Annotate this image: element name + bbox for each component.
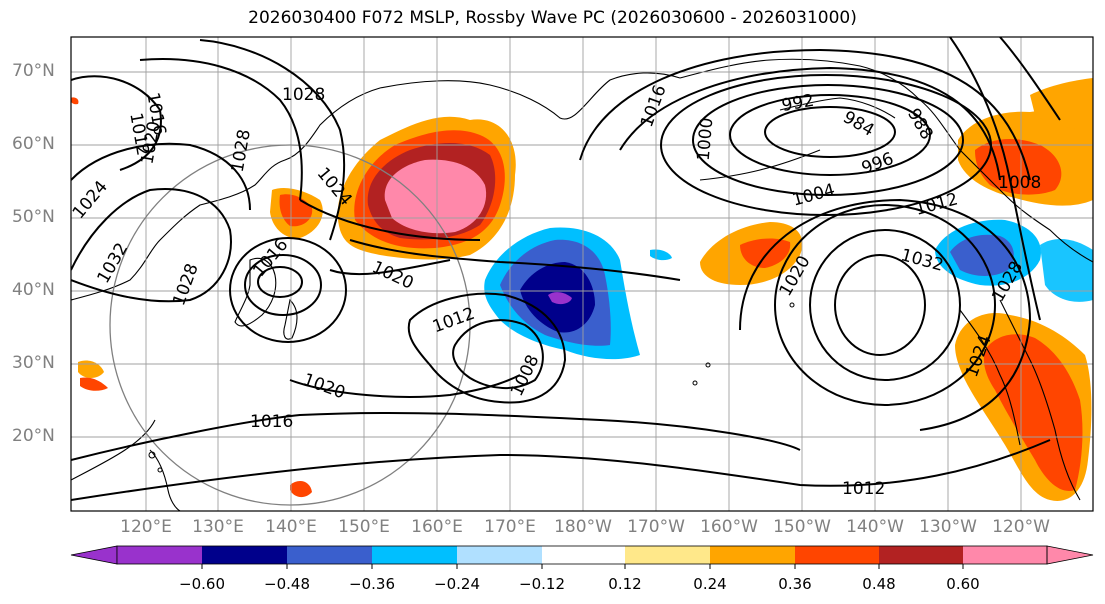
longitude-label: 120°W (992, 517, 1050, 537)
longitude-label: 170°E (484, 517, 536, 537)
colorbar-tick-label: −0.60 (179, 575, 225, 593)
colorbar-tick-label: 0.36 (778, 575, 812, 593)
coastlines (71, 58, 1093, 511)
latitude-label: 20°N (12, 426, 55, 446)
longitude-label: 160°E (411, 517, 463, 537)
latitude-label: 50°N (12, 207, 55, 227)
colorbar-swatch (457, 546, 542, 564)
colorbar-swatch (625, 546, 710, 564)
longitude-label: 140°E (265, 517, 317, 537)
longitude-label: 130°W (919, 517, 977, 537)
longitude-label: 170°W (627, 517, 685, 537)
isobars (71, 37, 1061, 501)
colorbar-tick-label: −0.24 (434, 575, 480, 593)
longitude-label: 130°E (192, 517, 244, 537)
longitude-label: 150°W (773, 517, 831, 537)
latitude-label: 70°N (12, 61, 55, 81)
longitude-label: 140°W (846, 517, 904, 537)
isobar-label: 1000 (694, 117, 718, 162)
latitude-label: 30°N (12, 353, 55, 373)
colorbar-swatch (202, 546, 287, 564)
great-circle (109, 144, 471, 506)
isobar-label: 1028 (282, 85, 325, 105)
longitude-label: 180°W (554, 517, 612, 537)
colorbar-tick-label: −0.36 (349, 575, 395, 593)
longitude-label: 160°W (700, 517, 758, 537)
islands (148, 302, 795, 473)
map-title: 2026030400 F072 MSLP, Rossby Wave PC (20… (248, 8, 857, 28)
isobar-label: 1012 (842, 479, 885, 499)
colorbar-swatch (117, 546, 202, 564)
colorbar-tick-label: 0.48 (862, 575, 896, 593)
colorbar-max-extension (1046, 545, 1094, 565)
colorbar-swatch (372, 546, 457, 564)
latitude-label: 60°N (12, 134, 55, 154)
colorbar-swatch (795, 546, 879, 564)
latitude-label: 40°N (12, 280, 55, 300)
colorbar-tick-label: 0.60 (946, 575, 980, 593)
colorbar-frame (116, 545, 1048, 565)
colorbar-swatch (287, 546, 372, 564)
isobar-label: 1008 (998, 173, 1041, 193)
longitude-label: 150°E (338, 517, 390, 537)
colorbar-swatch (710, 546, 795, 564)
colorbar (70, 545, 1094, 569)
map-frame (70, 36, 1094, 512)
colorbar-swatch (879, 546, 963, 564)
isobar-label: 1016 (250, 412, 293, 432)
colorbar-min-extension (70, 545, 118, 565)
colorbar-tick-label: 0.12 (608, 575, 642, 593)
colorbar-tick-label: −0.48 (264, 575, 310, 593)
colorbar-ticks (201, 564, 964, 569)
colorbar-swatch (963, 546, 1047, 564)
longitude-label: 120°E (120, 517, 172, 537)
colorbar-swatch (542, 546, 625, 564)
colorbar-tick-label: 0.24 (693, 575, 727, 593)
colorbar-tick-label: −0.12 (519, 575, 565, 593)
